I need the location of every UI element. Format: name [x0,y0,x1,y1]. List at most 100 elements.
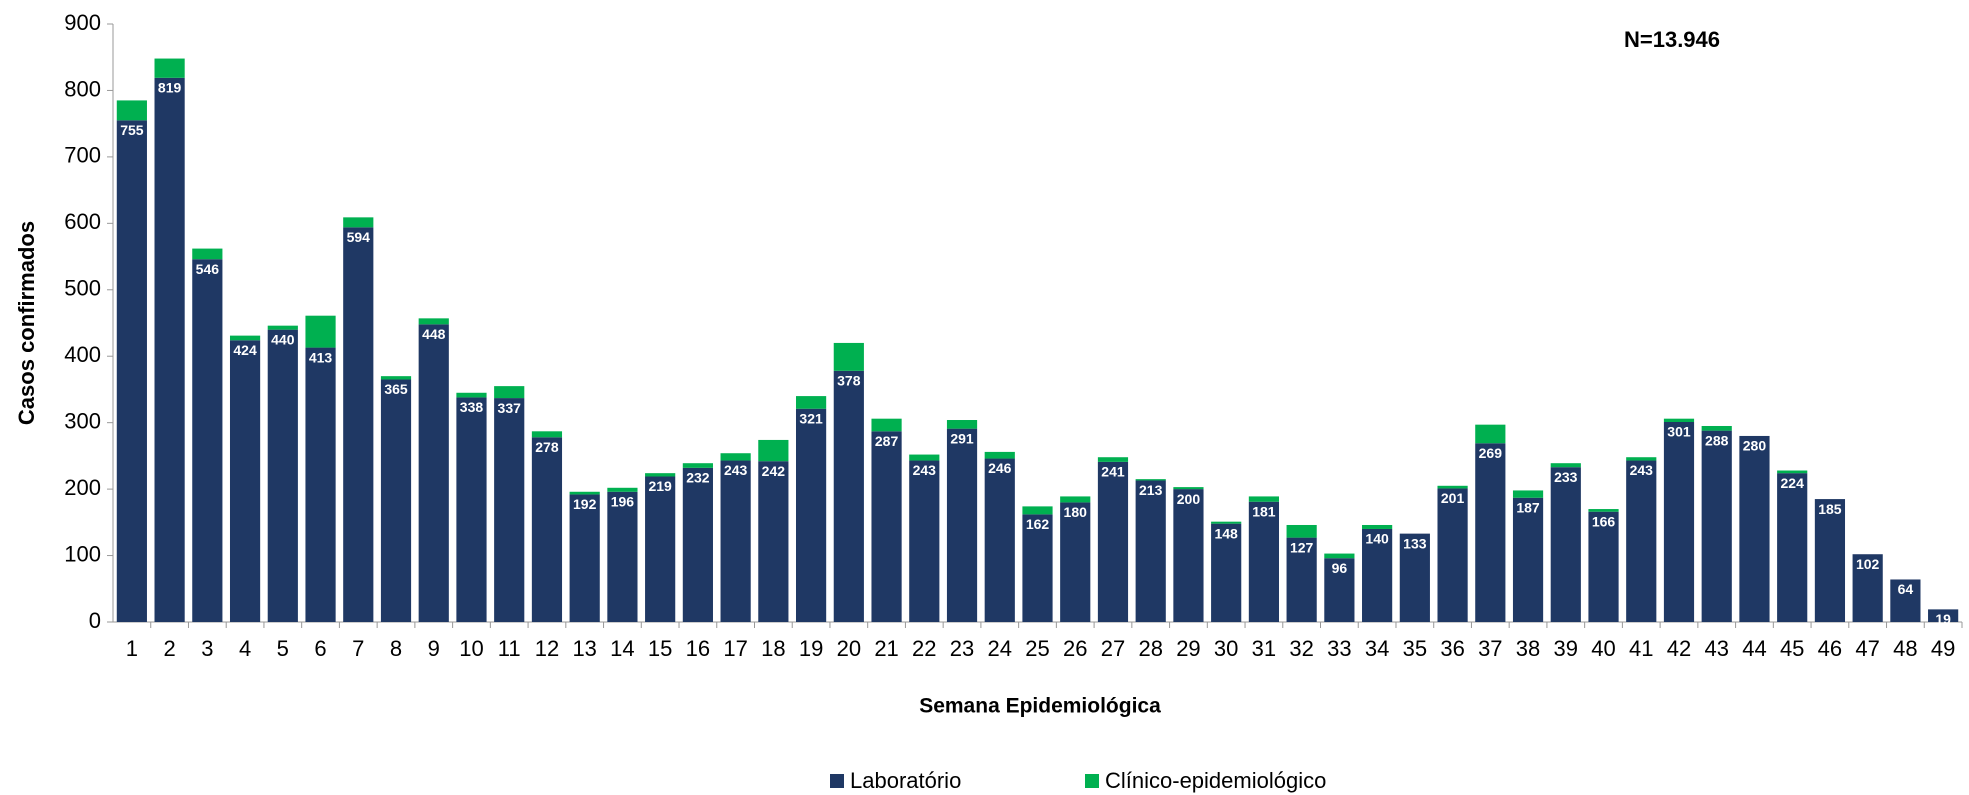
x-axis-title: Semana Epidemiológica [919,695,1161,718]
data-label: 185 [1818,501,1842,517]
bar-segment [1022,514,1053,622]
bar-segment [1362,524,1393,529]
bar-segment [494,386,525,399]
bar-segment [192,259,223,622]
bar-segment [1173,487,1204,490]
bar-segment [154,77,185,622]
bar-segment [1362,528,1393,622]
bar-segment [1701,425,1732,431]
bar-segment [343,217,374,228]
data-label: 166 [1592,513,1616,529]
data-label: 413 [309,349,333,365]
y-tick-label: 500 [64,276,101,301]
bar-segment [946,428,978,622]
legend-label: Clínico-epidemiológico [1105,768,1326,793]
data-label: 148 [1214,525,1238,541]
bar-segment [607,487,638,492]
x-tick-label: 16 [686,636,710,661]
x-tick-label: 43 [1704,636,1728,661]
bar-segment [1588,509,1619,512]
data-label: 187 [1516,499,1540,515]
x-tick-label: 9 [428,636,440,661]
x-tick-label: 7 [352,636,364,661]
data-label: 64 [1898,581,1914,597]
bar-segment [456,397,487,622]
x-tick-label: 6 [314,636,326,661]
data-label: 755 [120,122,144,138]
y-tick-label: 600 [64,209,101,234]
bar-segment [1701,430,1732,622]
data-label: 337 [498,400,522,416]
bar-segment [1060,496,1091,503]
bar-segment [1097,457,1129,462]
bar-segment [607,491,638,622]
x-tick-label: 41 [1629,636,1653,661]
x-tick-label: 31 [1252,636,1276,661]
annotation: N=13.946 [1624,27,1720,52]
data-label: 133 [1403,535,1427,551]
x-tick-label: 47 [1855,636,1879,661]
data-label: 819 [158,80,182,96]
x-tick-label: 17 [723,636,747,661]
bar-segment [833,342,864,371]
y-tick-label: 700 [64,143,101,168]
x-tick-label: 11 [498,636,521,661]
bar-segment [418,324,449,622]
bar-segment [1890,579,1921,622]
y-tick-label: 0 [89,608,101,633]
x-tick-label: 20 [837,636,861,661]
data-label: 546 [196,261,220,277]
legend-swatch [830,774,844,788]
bar-segment [1437,485,1468,489]
data-label: 162 [1026,516,1050,532]
x-tick-label: 49 [1931,636,1955,661]
bar-segment [1211,523,1242,622]
bar-segment [116,120,147,622]
bar-segment [758,439,789,462]
x-tick-label: 28 [1138,636,1162,661]
data-label: 196 [611,493,635,509]
x-tick-label: 45 [1780,636,1804,661]
data-label: 269 [1479,445,1503,461]
bar-segment [1097,461,1129,622]
bar-segment [1550,463,1581,468]
data-label: 301 [1667,424,1691,440]
bar-segment [1852,554,1883,622]
bar-segment [569,494,600,622]
bar-segment [1248,501,1280,622]
legend-swatch [1085,774,1099,788]
bar-segment [795,408,827,622]
data-label: 288 [1705,432,1729,448]
x-tick-label: 35 [1403,636,1427,661]
data-label: 365 [384,381,408,397]
bar-segment [1588,511,1619,622]
bar-segment [267,325,298,330]
data-label: 96 [1332,560,1348,576]
x-tick-label: 12 [535,636,559,661]
bar-segment [267,329,298,622]
x-tick-label: 13 [572,636,596,661]
x-tick-label: 21 [874,636,898,661]
bar-segment [645,476,676,622]
bar-segment [305,315,336,348]
bar-segment [720,453,751,461]
bar-segment [1135,479,1166,481]
data-label: 242 [762,463,786,479]
data-label: 448 [422,326,446,342]
bar-segment [531,431,563,438]
bar-segment [984,451,1015,459]
x-tick-label: 33 [1327,636,1351,661]
bar-segment [1475,424,1506,444]
bar-segment [1512,490,1544,498]
data-label: 201 [1441,490,1465,506]
bar-segment [1211,521,1242,524]
bar-segment [456,392,487,398]
data-label: 19 [1935,611,1951,627]
bar-segment [1286,537,1317,622]
bar-segment [1135,480,1166,622]
bar-segment [229,340,261,622]
x-tick-label: 3 [201,636,213,661]
x-tick-label: 46 [1818,636,1842,661]
bar-segment [1777,473,1808,622]
bar-segment [1060,502,1091,622]
